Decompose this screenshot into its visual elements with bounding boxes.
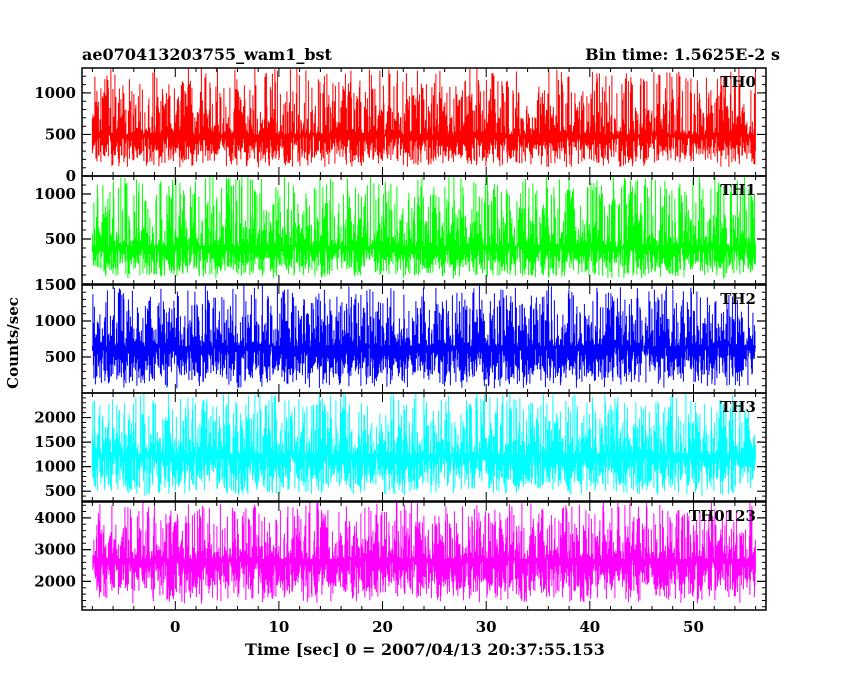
series-trace-th3 — [91, 393, 756, 497]
panel-label-th1: TH1 — [720, 181, 756, 199]
y-axis-label: Counts/sec — [4, 297, 22, 389]
series-trace-th1 — [91, 176, 756, 279]
x-ticks — [91, 68, 757, 176]
series-trace-th0 — [91, 68, 756, 168]
series-trace-th0123 — [91, 502, 756, 604]
panel-th3: 500 1000 1500 2000 TH3 — [34, 392, 767, 502]
y-tick-label: 1000 — [34, 458, 76, 476]
y-tick-label: 2000 — [34, 409, 76, 427]
y-tick-label: 3000 — [34, 541, 76, 559]
panel-label-th3: TH3 — [720, 398, 756, 416]
bin-time-label: Bin time: 1.5625E-2 s — [585, 45, 780, 64]
x-ticks — [91, 285, 757, 393]
x-tick-label: 40 — [579, 618, 600, 636]
x-tick-label: 20 — [372, 618, 393, 636]
y-tick-label: 0 — [66, 275, 76, 293]
x-tick-label: 10 — [268, 618, 289, 636]
series-trace-th2 — [91, 285, 756, 389]
y-tick-label: 1500 — [34, 276, 76, 294]
panel-label-th0123: TH0123 — [689, 507, 756, 525]
panel-th2: 500 1000 1500 TH2 — [34, 276, 767, 394]
y-tick-label: 1000 — [34, 84, 76, 102]
panel-th0123: 2000 3000 4000 TH0123 — [34, 501, 767, 611]
x-ticks — [91, 393, 757, 501]
y-tick-label: 4000 — [34, 509, 76, 527]
y-tick-label: 500 — [45, 482, 76, 500]
x-tick-label: 50 — [683, 618, 704, 636]
x-ticks — [91, 502, 757, 610]
y-tick-label: 500 — [45, 348, 76, 366]
y-tick-label: 0 — [66, 167, 76, 185]
x-axis-label: Time [sec] 0 = 2007/04/13 20:37:55.153 — [245, 640, 605, 659]
x-tick-label: 30 — [476, 618, 497, 636]
y-tick-label: 1000 — [34, 185, 76, 203]
y-tick-label: 1000 — [34, 312, 76, 330]
y-tick-label: 500 — [45, 230, 76, 248]
chart-title: ae070413203755_wam1_bst — [82, 45, 333, 64]
y-tick-label: 1500 — [34, 433, 76, 451]
panel-label-th0: TH0 — [720, 73, 756, 91]
panel-label-th2: TH2 — [720, 290, 756, 308]
x-tick-label: 0 — [170, 618, 180, 636]
y-tick-label: 500 — [45, 125, 76, 143]
panel-th0: 0 500 1000 TH0 — [34, 67, 767, 185]
y-tick-label: 2000 — [34, 572, 76, 590]
panel-th1: 0 500 1000 TH1 — [34, 175, 767, 293]
x-ticks — [91, 176, 757, 284]
